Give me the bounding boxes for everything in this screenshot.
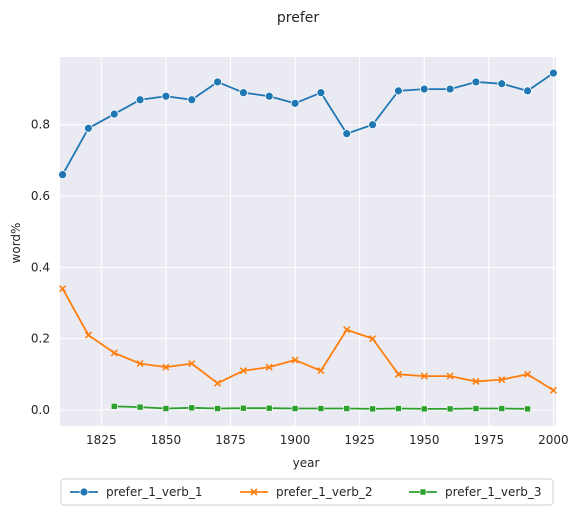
data-point: [162, 363, 170, 371]
data-point: [290, 98, 300, 108]
data-point: [84, 123, 93, 133]
y-tick-label: 0.8: [31, 118, 50, 132]
data-point: [498, 376, 506, 384]
data-point: [471, 77, 481, 87]
data-point: [446, 405, 454, 413]
data-point: [369, 335, 377, 343]
data-point: [498, 405, 506, 412]
data-point: [343, 326, 351, 334]
data-point: [162, 405, 170, 412]
data-point: [161, 91, 171, 101]
data-point: [445, 84, 455, 94]
data-point: [342, 129, 352, 139]
data-point: [472, 405, 480, 412]
data-point: [394, 370, 402, 378]
legend-box: [60, 478, 554, 506]
x-tick-label: 2000: [538, 433, 569, 447]
data-point: [395, 405, 402, 412]
x-tick-label: 1975: [474, 433, 505, 447]
y-tick-label: 0.0: [31, 403, 50, 417]
x-tick-label: 1900: [280, 433, 311, 447]
legend-label: prefer_1_verb_2: [276, 485, 373, 499]
data-point: [472, 377, 480, 386]
data-point: [524, 405, 531, 413]
data-point: [188, 360, 196, 368]
data-point: [109, 109, 119, 119]
legend-marker: [79, 487, 89, 497]
legend-marker: [250, 488, 258, 496]
y-axis-label: word%: [9, 223, 23, 264]
x-tick-label: 1875: [215, 433, 246, 447]
data-point: [316, 88, 326, 98]
data-point: [239, 88, 248, 98]
legend-marker: [419, 488, 427, 496]
data-point: [291, 356, 299, 364]
data-point: [368, 120, 377, 130]
data-point: [214, 405, 221, 412]
data-point: [317, 405, 325, 412]
series-layer: [58, 68, 558, 413]
y-tick-label: 0.2: [31, 332, 50, 346]
series-line: [61, 288, 554, 392]
plot-area: [60, 57, 556, 426]
data-point: [240, 404, 247, 412]
x-axis-label: year: [293, 456, 320, 470]
data-point: [59, 285, 67, 293]
series-prefer_1_verb_3: [110, 403, 531, 413]
data-point: [214, 379, 222, 387]
data-point: [188, 404, 196, 412]
legend: prefer_1_verb_1 prefer_1_verb_2 prefer_1_v…: [60, 478, 554, 506]
x-tick-label: 1825: [86, 433, 117, 447]
legend-entry: prefer_1_verb_1: [70, 485, 203, 499]
data-point: [213, 77, 222, 87]
data-point: [136, 403, 144, 411]
data-point: [524, 370, 532, 378]
data-point: [549, 68, 558, 78]
data-point: [420, 405, 428, 413]
data-point: [110, 403, 118, 410]
data-point: [394, 86, 403, 96]
data-point: [497, 79, 507, 89]
y-tick-label: 0.6: [31, 189, 50, 203]
data-point: [265, 363, 273, 371]
data-point: [343, 405, 351, 412]
legend-entry: prefer_1_verb_3: [409, 485, 542, 499]
data-point: [136, 360, 144, 368]
data-point: [239, 367, 247, 375]
data-point: [291, 405, 299, 412]
data-point: [187, 95, 197, 105]
legend-label: prefer_1_verb_3: [445, 485, 542, 499]
x-tick-label: 1850: [151, 433, 182, 447]
series-prefer_1_verb_1: [58, 68, 558, 180]
data-point: [523, 86, 532, 96]
series-prefer_1_verb_2: [59, 285, 557, 394]
legend-label: prefer_1_verb_1: [106, 485, 203, 499]
y-tick-label: 0.4: [31, 260, 50, 274]
x-tick-label: 1950: [409, 433, 440, 447]
data-point: [549, 386, 557, 394]
data-point: [110, 349, 118, 357]
data-point: [58, 170, 67, 180]
data-point: [135, 95, 145, 105]
legend-entry: prefer_1_verb_2: [240, 485, 373, 499]
data-point: [420, 372, 428, 380]
data-point: [265, 404, 273, 412]
data-point: [84, 331, 92, 339]
data-point: [446, 372, 454, 380]
chart-title: prefer: [277, 10, 319, 26]
data-point: [317, 367, 325, 375]
data-point: [264, 91, 274, 101]
x-tick-label: 1925: [344, 433, 375, 447]
tick-labels: 1825 1850 1875 1900 1925 1950 1975 2000 0.0 0.2 0.…: [31, 118, 569, 447]
data-point: [369, 405, 376, 413]
data-point: [419, 84, 429, 94]
